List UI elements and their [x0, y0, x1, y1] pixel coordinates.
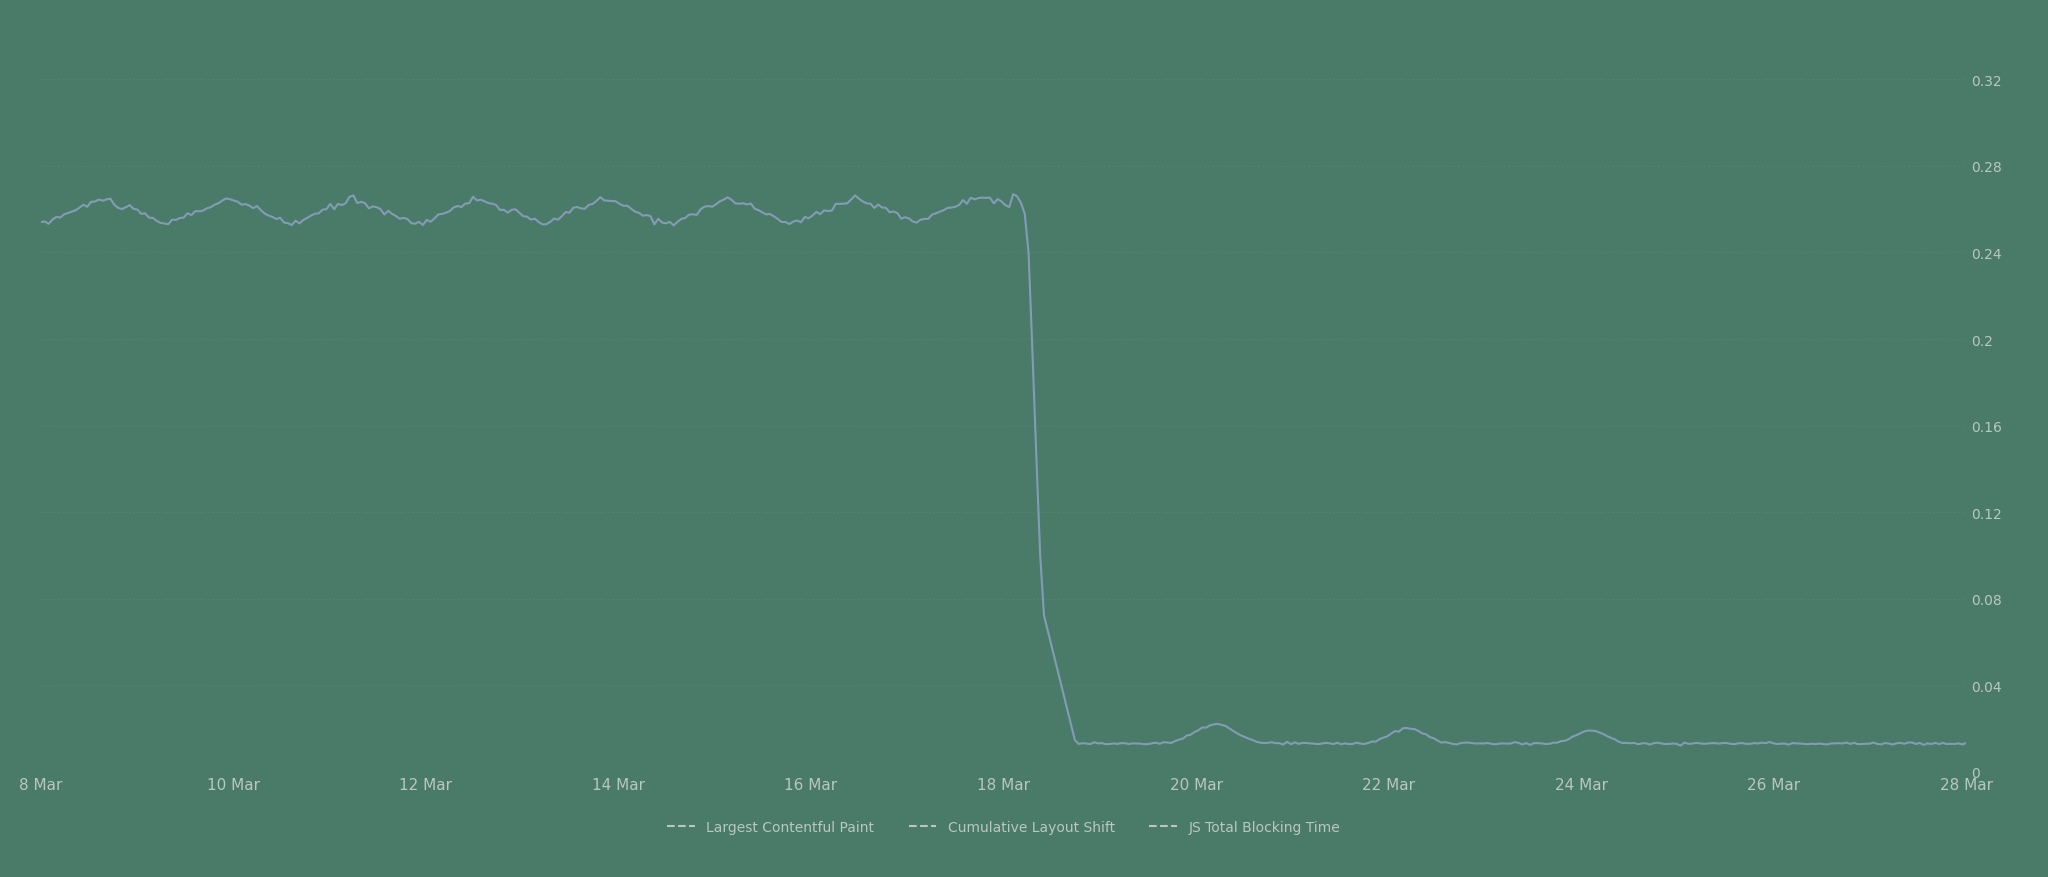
- Legend: Largest Contentful Paint, Cumulative Layout Shift, JS Total Blocking Time: Largest Contentful Paint, Cumulative Lay…: [662, 814, 1346, 839]
